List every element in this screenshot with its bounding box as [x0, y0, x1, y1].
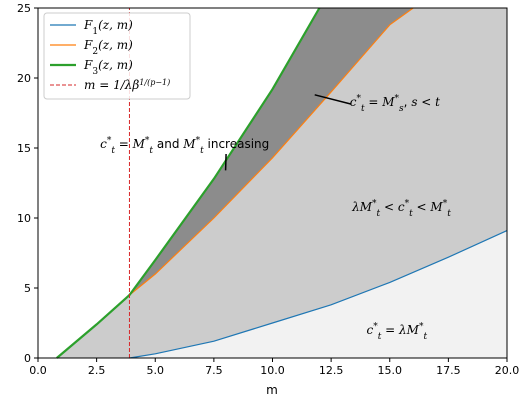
x-tick-label: 15.0	[378, 364, 403, 377]
annotation-text: c*t = λM*t	[366, 322, 427, 342]
annotation-text: c*t = M*s, s < t	[350, 94, 440, 114]
x-tick-label: 7.5	[205, 364, 223, 377]
legend-label: m = 1/λβ1/(p−1)	[84, 78, 170, 93]
series-line-f3	[56, 7, 321, 359]
y-axis-ticks: 0 5 10 15 20 25	[17, 2, 38, 365]
series-line-f1	[129, 230, 508, 359]
x-tick-label: 2.5	[88, 364, 106, 377]
annotations: c*t = M*t and M*t increasing c*t = M*s, s…	[100, 94, 451, 342]
x-tick-label: 20.0	[495, 364, 520, 377]
x-axis-ticks: 0.0 2.5 5.0 7.5 10.0 12.5 15.0 17.5 20.0	[29, 358, 519, 377]
annotation-arrow	[314, 94, 351, 105]
legend-box	[43, 12, 191, 100]
x-tick-label: 12.5	[319, 364, 344, 377]
x-tick-label: 0.0	[29, 364, 47, 377]
shaded-regions	[56, 8, 508, 358]
y-tick-label: 15	[17, 142, 31, 155]
x-tick-label: 10.0	[260, 364, 285, 377]
series-lines	[56, 7, 508, 359]
region-top	[129, 8, 414, 295]
legend: F1(z, m)F2(z, m)F3(z, m)m = 1/λβ1/(p−1)	[43, 12, 191, 100]
x-tick-label: 5.0	[147, 364, 165, 377]
legend-label: F3(z, m)	[83, 58, 133, 77]
region-low	[129, 230, 507, 358]
y-tick-label: 5	[24, 282, 31, 295]
y-tick-label: 10	[17, 212, 31, 225]
series-line-f2	[129, 7, 414, 296]
y-tick-label: 0	[24, 352, 31, 365]
annotation-text: c*t = M*t and M*t increasing	[100, 136, 269, 156]
annotation-text: λM*t < c*t < M*t	[351, 199, 451, 219]
y-tick-label: 20	[17, 72, 31, 85]
y-tick-label: 25	[17, 2, 31, 15]
region-mid	[56, 8, 508, 358]
x-axis-label: m	[266, 383, 278, 397]
legend-label: F1(z, m)	[83, 18, 133, 37]
x-tick-label: 17.5	[436, 364, 461, 377]
legend-label: F2(z, m)	[83, 38, 133, 57]
